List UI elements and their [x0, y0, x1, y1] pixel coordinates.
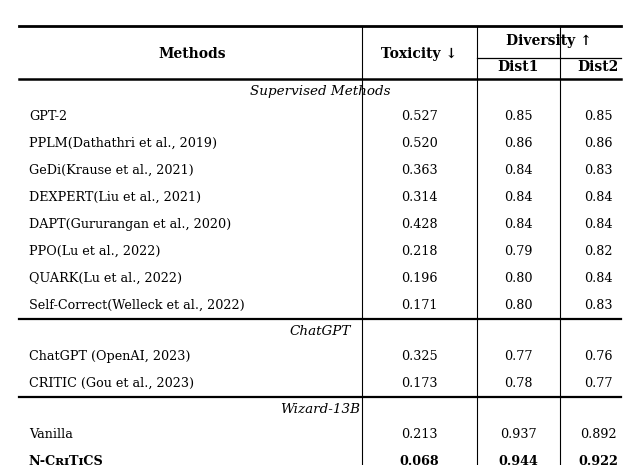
Text: Methods: Methods: [158, 47, 226, 61]
Text: 0.82: 0.82: [584, 245, 612, 258]
Text: 0.325: 0.325: [401, 350, 438, 363]
Text: CRITIC (Gou et al., 2023): CRITIC (Gou et al., 2023): [29, 377, 194, 390]
Text: PPLM(Dathathri et al., 2019): PPLM(Dathathri et al., 2019): [29, 137, 217, 150]
Text: 0.171: 0.171: [401, 299, 437, 312]
Text: Toxicity ↓: Toxicity ↓: [381, 47, 457, 61]
Text: 0.84: 0.84: [584, 272, 612, 285]
Text: 0.84: 0.84: [504, 191, 532, 204]
Text: 0.196: 0.196: [401, 272, 438, 285]
Text: ChatGPT (OpenAI, 2023): ChatGPT (OpenAI, 2023): [29, 350, 190, 363]
Text: 0.84: 0.84: [504, 164, 532, 177]
Text: Diversity ↑: Diversity ↑: [506, 33, 591, 47]
Text: 0.84: 0.84: [584, 218, 612, 231]
Text: Supervised Methods: Supervised Methods: [250, 85, 390, 98]
Text: QUARK(Lu et al., 2022): QUARK(Lu et al., 2022): [29, 272, 182, 285]
Text: PPO(Lu et al., 2022): PPO(Lu et al., 2022): [29, 245, 160, 258]
Text: GPT-2: GPT-2: [29, 110, 67, 123]
Text: 0.527: 0.527: [401, 110, 438, 123]
Text: 0.80: 0.80: [504, 299, 532, 312]
Text: 0.363: 0.363: [401, 164, 438, 177]
Text: 0.76: 0.76: [584, 350, 612, 363]
Text: 0.80: 0.80: [504, 272, 532, 285]
Text: 0.78: 0.78: [504, 377, 532, 390]
Text: 0.79: 0.79: [504, 245, 532, 258]
Text: 0.85: 0.85: [584, 110, 612, 123]
Text: Self-Correct(Welleck et al., 2022): Self-Correct(Welleck et al., 2022): [29, 299, 244, 312]
Text: 0.213: 0.213: [401, 428, 438, 441]
Text: 0.77: 0.77: [504, 350, 532, 363]
Text: 0.892: 0.892: [580, 428, 617, 441]
Text: Dist1: Dist1: [498, 60, 539, 74]
Text: 0.428: 0.428: [401, 218, 438, 231]
Text: 0.83: 0.83: [584, 164, 612, 177]
Text: 0.520: 0.520: [401, 137, 438, 150]
Text: Dist2: Dist2: [578, 60, 619, 74]
Text: 0.173: 0.173: [401, 377, 438, 390]
Text: 0.944: 0.944: [499, 455, 538, 465]
Text: 0.218: 0.218: [401, 245, 438, 258]
Text: 0.83: 0.83: [584, 299, 612, 312]
Text: Wizard-13B: Wizard-13B: [280, 403, 360, 416]
Text: 0.84: 0.84: [584, 191, 612, 204]
Text: 0.314: 0.314: [401, 191, 438, 204]
Text: 0.85: 0.85: [504, 110, 532, 123]
Text: 0.068: 0.068: [399, 455, 439, 465]
Text: 0.77: 0.77: [584, 377, 612, 390]
Text: ChatGPT: ChatGPT: [289, 325, 351, 338]
Text: DEXPERT(Liu et al., 2021): DEXPERT(Liu et al., 2021): [29, 191, 201, 204]
Text: N-CʀɪTɪCS: N-CʀɪTɪCS: [29, 455, 104, 465]
Text: 0.86: 0.86: [584, 137, 612, 150]
Text: DAPT(Gururangan et al., 2020): DAPT(Gururangan et al., 2020): [29, 218, 231, 231]
Text: 0.922: 0.922: [579, 455, 618, 465]
Text: GeDi(Krause et al., 2021): GeDi(Krause et al., 2021): [29, 164, 193, 177]
Text: 0.84: 0.84: [504, 218, 532, 231]
Text: 0.86: 0.86: [504, 137, 532, 150]
Text: Vanilla: Vanilla: [29, 428, 73, 441]
Text: 0.937: 0.937: [500, 428, 537, 441]
